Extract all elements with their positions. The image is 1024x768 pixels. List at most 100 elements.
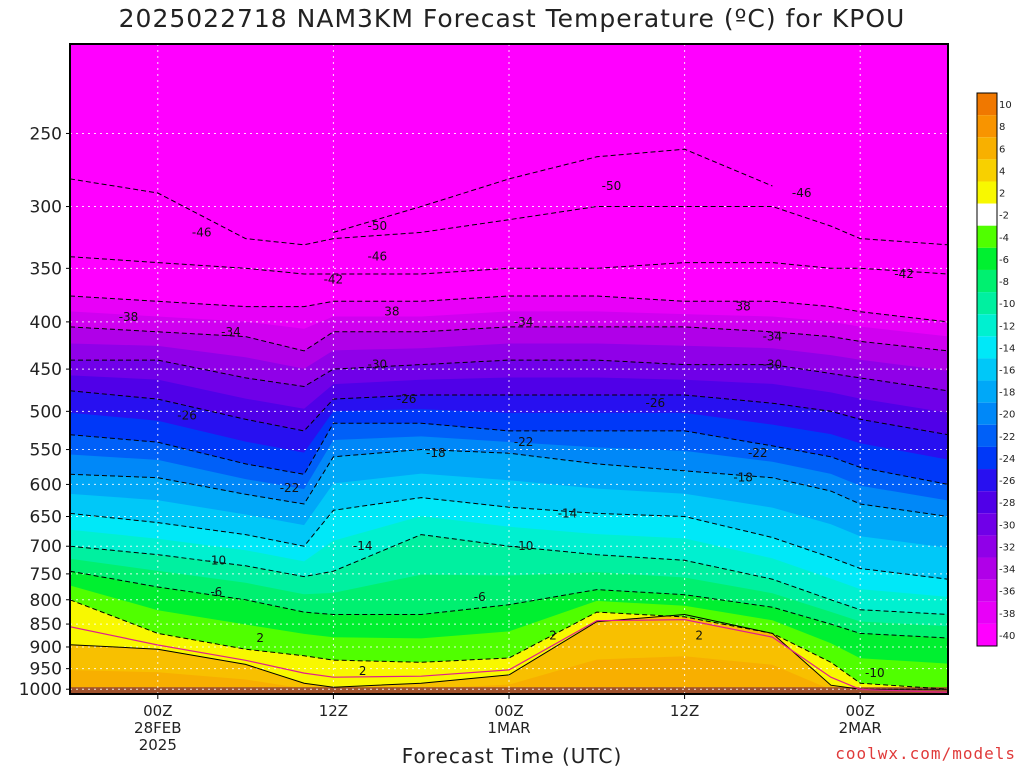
colorbar-label-6: -4	[999, 233, 1009, 244]
ytick-label-600: 600	[30, 475, 62, 495]
y-axis-ticks: 250 300 350 400 450 500 550 600 650 700 750 800 850 9…	[19, 124, 70, 700]
colorbar-label-23: -38	[999, 609, 1015, 620]
colorbar-box-11	[977, 336, 997, 359]
ytick-label-400: 400	[30, 313, 62, 333]
colorbar-label-9: -10	[999, 299, 1015, 310]
colorbar-label-16: -24	[999, 454, 1015, 465]
isotherm--14	[70, 497, 948, 580]
contour-label-2: 2	[549, 629, 557, 643]
ground-fill	[70, 687, 948, 694]
colorbar-label-17: -26	[999, 476, 1015, 487]
contour-label-23: -34	[763, 330, 783, 344]
ytick-label-950: 950	[30, 660, 62, 680]
colorbar-box-0	[977, 93, 997, 116]
colorbar-box-10	[977, 314, 997, 337]
contour-label-21: -34	[221, 325, 241, 339]
contour-label-11: -18	[426, 446, 446, 460]
colorbar-label-19: -30	[999, 520, 1015, 531]
band-13	[70, 44, 948, 233]
colorbar-box-15	[977, 424, 997, 447]
xtick-label-36-0: 12Z	[670, 702, 699, 720]
ytick-label-450: 450	[30, 360, 62, 380]
xtick-label-12-0: 12Z	[319, 702, 348, 720]
colorbar-label-10: -12	[999, 321, 1015, 332]
colorbar-box-16	[977, 446, 997, 470]
colorbar-label-21: -34	[999, 565, 1015, 576]
colorbar-label-22: -36	[999, 587, 1015, 598]
xtick-label-48-1: 2MAR	[839, 719, 882, 737]
xtick-label-0-1: 28FEB	[134, 719, 181, 737]
contour-label-14: -22	[514, 435, 534, 449]
contour-label-1: 2	[359, 664, 367, 678]
colorbar-label-5: -2	[999, 211, 1009, 222]
colorbar-box-1	[977, 115, 997, 138]
ytick-label-900: 900	[30, 638, 62, 658]
colorbar-box-8	[977, 269, 997, 293]
band-warm-core	[70, 656, 948, 694]
colorbar-label-8: -8	[999, 277, 1009, 288]
colorbar-box-12	[977, 358, 997, 381]
contour-label-29: -46	[192, 225, 212, 239]
contour-label-7: -10	[514, 539, 534, 553]
contour-label-9: -14	[353, 539, 373, 553]
ytick-label-700: 700	[30, 537, 62, 557]
contour-label-20: -30	[763, 358, 783, 372]
colorbar-label-11: -14	[999, 343, 1015, 354]
colorbar-label-7: -6	[999, 255, 1009, 266]
colorbar: 10 8 6 4 2 -2 -4 -6 -8 -10 -12 -14 -16 -18 -20 -22 -24 -2…	[976, 92, 1015, 647]
contour-label-13: -22	[280, 481, 300, 495]
colorbar-box-2	[977, 137, 997, 160]
ytick-label-550: 550	[30, 441, 62, 461]
colorbar-box-13	[977, 380, 997, 403]
contour-label-12: -18	[733, 471, 753, 485]
contour-label-6: -10	[207, 553, 227, 567]
ytick-label-650: 650	[30, 508, 62, 528]
colorbar-box-6	[977, 225, 997, 248]
colorbar-label-15: -22	[999, 432, 1015, 443]
colorbar-box-22	[977, 579, 997, 602]
contour-label-33: -50	[602, 179, 622, 193]
contour-label-4: -6	[210, 585, 222, 599]
contour-label-28: -42	[894, 267, 914, 281]
colorbar-label-12: -16	[999, 366, 1015, 377]
isotherm--30	[70, 359, 948, 392]
xtick-label-0-2: 2025	[139, 736, 177, 754]
contour-label-16: -26	[177, 408, 197, 422]
colorbar-box-7	[977, 247, 997, 270]
contour-label-0: 2	[256, 631, 264, 645]
contour-label-17: -26	[397, 392, 417, 406]
colorbar-label-20: -32	[999, 542, 1015, 553]
colorbar-box-23	[977, 601, 997, 624]
isotherm--22	[70, 422, 948, 485]
ytick-label-1000: 1000	[19, 680, 62, 700]
isotherm--50	[333, 148, 773, 233]
contour-label-25: 38	[384, 305, 399, 319]
colorbar-box-17	[977, 469, 997, 492]
contour-label-18: -26	[646, 396, 666, 410]
ytick-label-850: 850	[30, 615, 62, 635]
x-axis-label: Forecast Time (UTC)	[401, 744, 623, 768]
xtick-label-48-0: 00Z	[846, 702, 875, 720]
ytick-label-800: 800	[30, 591, 62, 611]
colorbar-box-4	[977, 181, 997, 204]
colorbar-box-21	[977, 557, 997, 580]
colorbar-label-0: 10	[999, 100, 1012, 111]
xtick-label-0-0: 00Z	[143, 702, 172, 720]
colorbar-frame	[976, 92, 998, 647]
contour-label-15: -22	[748, 446, 768, 460]
colorbar-box-9	[977, 292, 997, 315]
colorbar-label-13: -18	[999, 388, 1015, 399]
isotherm--46	[70, 178, 948, 246]
ytick-label-300: 300	[30, 198, 62, 218]
chart-title: 2025022718 NAM3KM Forecast Temperature (…	[118, 4, 906, 33]
isotherm--42	[70, 256, 948, 275]
colorbar-label-2: 6	[999, 144, 1005, 155]
contour-label-32: -50	[367, 219, 387, 233]
contour-label-31: -46	[792, 186, 812, 200]
contour-label-19: -30	[367, 358, 387, 372]
contour-label-10: -14	[558, 506, 578, 520]
isotherm-2	[70, 613, 948, 690]
colorbar-label-1: 8	[999, 122, 1005, 133]
isotherm--26	[70, 390, 948, 436]
